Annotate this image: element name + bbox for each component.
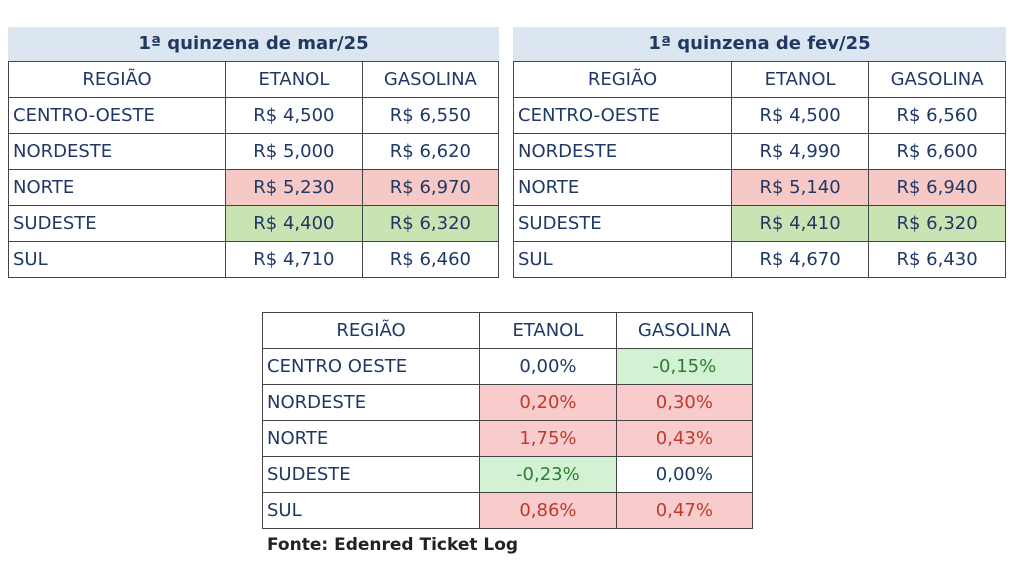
row: SUDESTE R$ 4,400 R$ 6,320 — [7, 205, 500, 242]
row: SUDESTE R$ 4,410 R$ 6,320 — [513, 205, 1006, 242]
value-cell: R$ 4,990 — [730, 133, 870, 170]
value-cell: R$ 4,500 — [730, 97, 870, 134]
region-cell: NORDESTE — [261, 384, 481, 421]
table: REGIÃO ETANOL GASOLINA CENTRO OESTE 0,00% -0,… — [261, 312, 754, 529]
row: CENTRO-OESTE R$ 4,500 R$ 6,550 — [7, 97, 500, 134]
value-cell: 0,47% — [615, 492, 754, 529]
header-cell: ETANOL — [730, 61, 870, 98]
table-variation: REGIÃO ETANOL GASOLINA CENTRO OESTE 0,00% -0,… — [261, 312, 754, 529]
value-cell: R$ 6,620 — [361, 133, 500, 170]
table: REGIÃO ETANOL GASOLINA CENTRO-OESTE R$ 4,500… — [513, 61, 1006, 278]
header-cell: REGIÃO — [513, 61, 732, 98]
value-cell: R$ 5,230 — [225, 169, 363, 206]
row: NORDESTE R$ 5,000 R$ 6,620 — [7, 133, 500, 170]
value-cell: 0,00% — [615, 456, 754, 493]
table-march: 1ª quinzena de mar/25 REGIÃO ETANOL GASOLIN… — [7, 27, 500, 278]
region-cell: NORTE — [7, 169, 227, 206]
value-cell: 0,30% — [615, 384, 754, 421]
row: NORTE R$ 5,230 R$ 6,970 — [7, 169, 500, 206]
value-cell: R$ 4,410 — [730, 205, 870, 242]
header-cell: GASOLINA — [361, 61, 500, 98]
row: NORTE 1,75% 0,43% — [261, 420, 754, 457]
value-cell: R$ 4,670 — [730, 241, 870, 278]
region-cell: SUL — [7, 241, 227, 278]
header-cell: ETANOL — [225, 61, 363, 98]
value-cell: R$ 4,710 — [225, 241, 363, 278]
region-cell: SUL — [513, 241, 732, 278]
region-cell: NORDESTE — [513, 133, 732, 170]
value-cell: 0,43% — [615, 420, 754, 457]
row: NORDESTE 0,20% 0,30% — [261, 384, 754, 421]
value-cell: 1,75% — [479, 420, 617, 457]
row: CENTRO OESTE 0,00% -0,15% — [261, 348, 754, 385]
region-cell: SUL — [261, 492, 481, 529]
value-cell: R$ 6,560 — [868, 97, 1006, 134]
value-cell: R$ 4,500 — [225, 97, 363, 134]
value-cell: 0,20% — [479, 384, 617, 421]
value-cell: R$ 6,460 — [361, 241, 500, 278]
row: SUL 0,86% 0,47% — [261, 492, 754, 529]
table-title: 1ª quinzena de mar/25 — [8, 27, 499, 61]
value-cell: 0,86% — [479, 492, 617, 529]
value-cell: R$ 5,000 — [225, 133, 363, 170]
value-cell: R$ 6,320 — [361, 205, 500, 242]
value-cell: R$ 6,970 — [361, 169, 500, 206]
region-cell: CENTRO-OESTE — [513, 97, 732, 134]
value-cell: -0,15% — [615, 348, 754, 385]
source: Fonte: Edenred Ticket Log — [267, 535, 519, 555]
table: REGIÃO ETANOL GASOLINA CENTRO-OESTE R$ 4,500… — [7, 61, 500, 278]
header-row: REGIÃO ETANOL GASOLINA — [7, 61, 500, 98]
region-cell: NORTE — [513, 169, 732, 206]
region-cell: NORDESTE — [7, 133, 227, 170]
header-cell: ETANOL — [479, 312, 617, 349]
value-cell: R$ 5,140 — [730, 169, 870, 206]
row: NORDESTE R$ 4,990 R$ 6,600 — [513, 133, 1006, 170]
table-title: 1ª quinzena de fev/25 — [513, 27, 1006, 61]
row: SUL R$ 4,670 R$ 6,430 — [513, 241, 1006, 278]
region-cell: SUDESTE — [261, 456, 481, 493]
header-cell: GASOLINA — [615, 312, 754, 349]
value-cell: R$ 6,430 — [868, 241, 1006, 278]
region-cell: SUDESTE — [513, 205, 732, 242]
header-row: REGIÃO ETANOL GASOLINA — [513, 61, 1006, 98]
header-cell: REGIÃO — [261, 312, 481, 349]
row: SUDESTE -0,23% 0,00% — [261, 456, 754, 493]
table-february: 1ª quinzena de fev/25 REGIÃO ETANOL GASOLIN… — [513, 27, 1006, 278]
value-cell: R$ 6,320 — [868, 205, 1006, 242]
value-cell: R$ 4,400 — [225, 205, 363, 242]
region-cell: CENTRO OESTE — [261, 348, 481, 385]
region-cell: SUDESTE — [7, 205, 227, 242]
header-cell: GASOLINA — [868, 61, 1006, 98]
value-cell: R$ 6,600 — [868, 133, 1006, 170]
header-row: REGIÃO ETANOL GASOLINA — [261, 312, 754, 349]
value-cell: -0,23% — [479, 456, 617, 493]
row: CENTRO-OESTE R$ 4,500 R$ 6,560 — [513, 97, 1006, 134]
row: NORTE R$ 5,140 R$ 6,940 — [513, 169, 1006, 206]
value-cell: R$ 6,940 — [868, 169, 1006, 206]
header-cell: REGIÃO — [7, 61, 227, 98]
region-cell: NORTE — [261, 420, 481, 457]
region-cell: CENTRO-OESTE — [7, 97, 227, 134]
row: SUL R$ 4,710 R$ 6,460 — [7, 241, 500, 278]
value-cell: R$ 6,550 — [361, 97, 500, 134]
value-cell: 0,00% — [479, 348, 617, 385]
